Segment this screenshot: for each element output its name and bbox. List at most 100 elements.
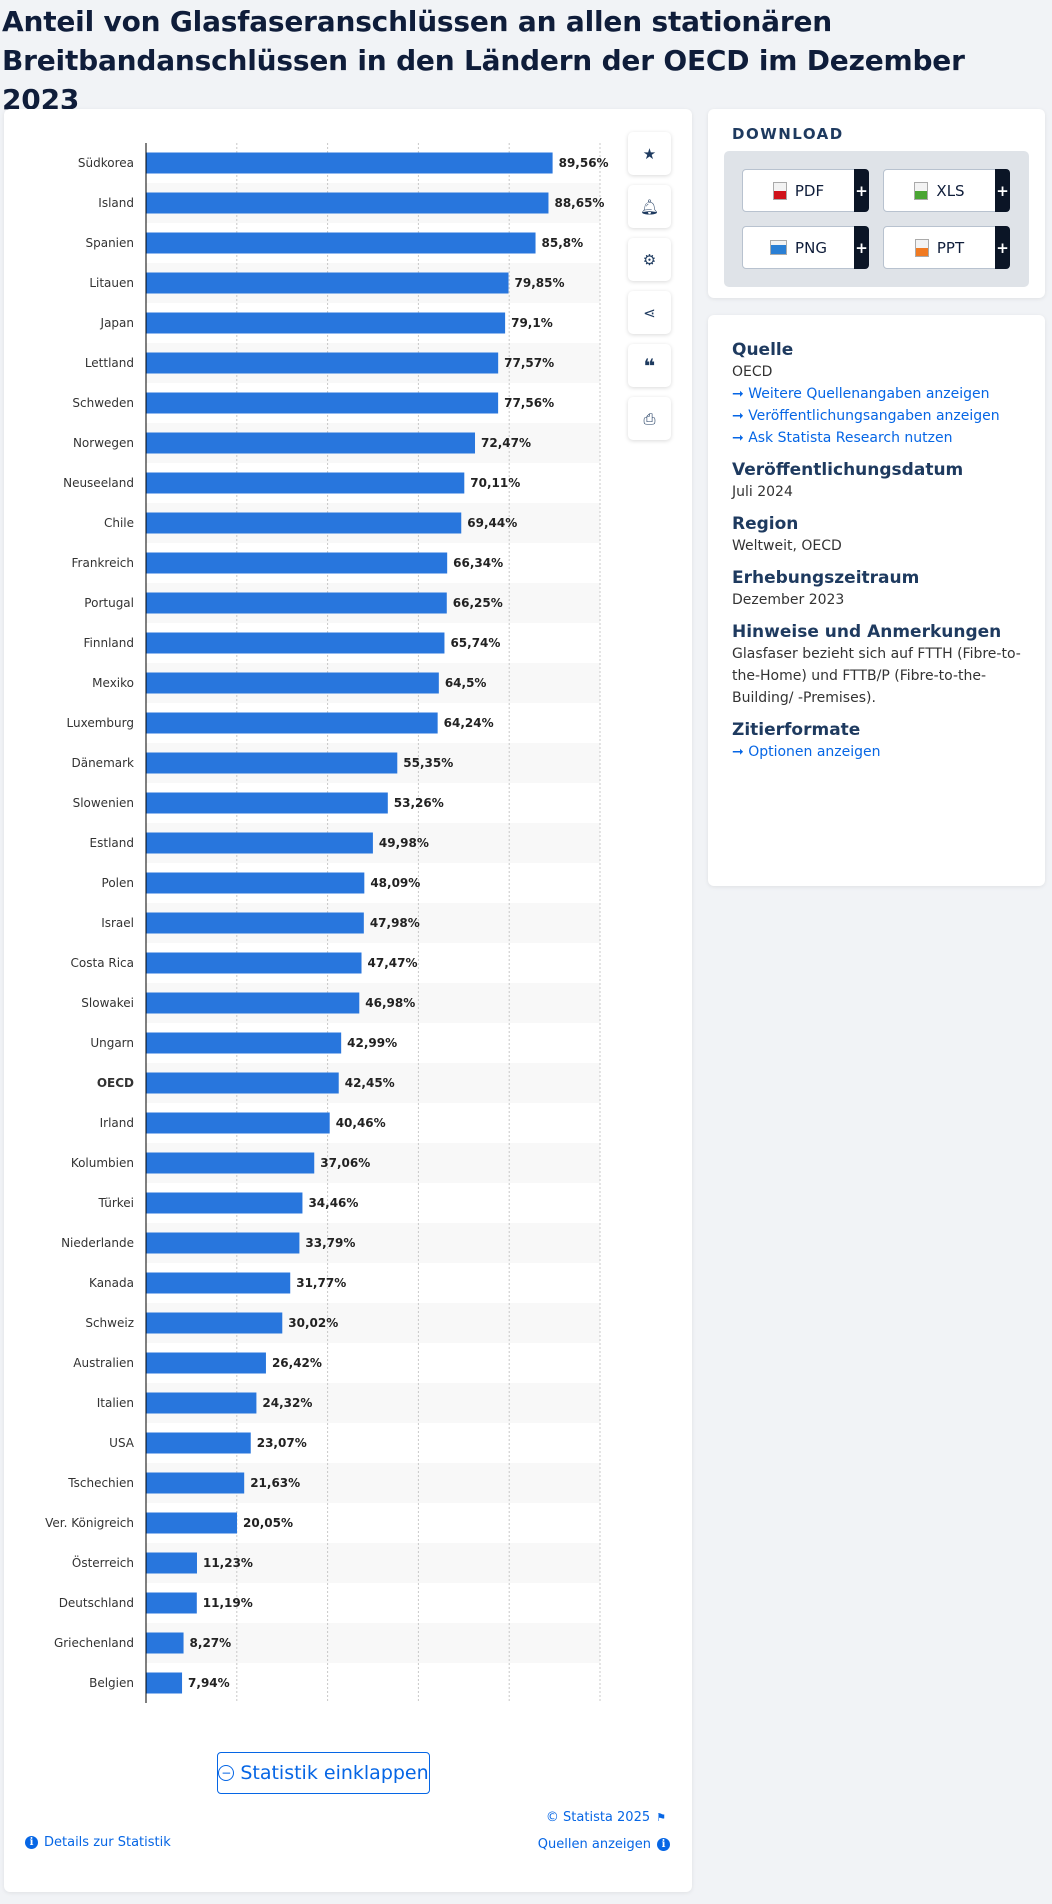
category-label: Israel bbox=[101, 916, 134, 930]
arrow-right-icon: ➞ bbox=[732, 408, 749, 424]
sources-link[interactable]: Quellen anzeigen i bbox=[538, 1837, 670, 1852]
png-plus-button[interactable]: + bbox=[854, 226, 869, 269]
star-icon: ★ bbox=[642, 144, 657, 163]
data-label: 85,8% bbox=[542, 236, 584, 250]
category-label: Südkorea bbox=[78, 156, 134, 170]
share-button[interactable]: ⋖ bbox=[628, 291, 671, 334]
xls-label: XLS bbox=[936, 181, 965, 200]
link-label: Weitere Quellenangaben anzeigen bbox=[748, 386, 990, 402]
data-label: 72,47% bbox=[481, 436, 531, 450]
xls-plus-button[interactable]: + bbox=[995, 169, 1010, 212]
download-card: DOWNLOAD PDF + XLS + PNG + PPT + bbox=[708, 109, 1045, 298]
bell-icon: 🔔︎ bbox=[639, 197, 660, 216]
data-label: 37,06% bbox=[320, 1156, 370, 1170]
bar bbox=[146, 1272, 291, 1294]
category-label: Kanada bbox=[89, 1276, 134, 1290]
category-label: Tschechien bbox=[67, 1476, 134, 1490]
download-xls-button[interactable]: XLS + bbox=[883, 169, 1010, 212]
category-label: Schweden bbox=[72, 396, 134, 410]
bar bbox=[146, 232, 536, 254]
data-label: 26,42% bbox=[272, 1356, 322, 1370]
copyright-link[interactable]: © Statista 2025 ⚑ bbox=[546, 1810, 666, 1825]
sources-link-label: Quellen anzeigen bbox=[537, 1837, 651, 1852]
region-value: Weltweit, OECD bbox=[732, 538, 842, 554]
category-label: Norwegen bbox=[73, 436, 134, 450]
pdf-plus-button[interactable]: + bbox=[854, 169, 869, 212]
category-label: OECD bbox=[97, 1076, 134, 1090]
category-label: Mexiko bbox=[92, 676, 134, 690]
bar bbox=[146, 392, 499, 414]
period-heading: Erhebungszeitraum bbox=[732, 568, 920, 588]
data-label: 24,32% bbox=[262, 1396, 312, 1410]
gear-icon: ⚙ bbox=[642, 250, 657, 269]
link-label: Optionen anzeigen bbox=[748, 744, 881, 760]
source-link-research[interactable]: ➞ Ask Statista Research nutzen bbox=[732, 427, 1021, 449]
print-button[interactable]: ⎙ bbox=[628, 397, 671, 440]
category-label: Österreich bbox=[72, 1554, 134, 1570]
data-label: 65,74% bbox=[450, 636, 500, 650]
bar bbox=[146, 552, 448, 574]
download-pdf-button[interactable]: PDF + bbox=[742, 169, 869, 212]
download-png-button[interactable]: PNG + bbox=[742, 226, 869, 269]
category-label: Ungarn bbox=[90, 1036, 134, 1050]
data-label: 7,94% bbox=[188, 1676, 230, 1690]
bar bbox=[146, 1112, 330, 1134]
bar bbox=[146, 1232, 300, 1254]
source-link-more[interactable]: ➞ Weitere Quellenangaben anzeigen bbox=[732, 383, 1021, 405]
source-link-publication[interactable]: ➞ Veröffentlichungsangaben anzeigen bbox=[732, 405, 1021, 427]
notes-value: Glasfaser bezieht sich auf FTTH (Fibre-t… bbox=[732, 646, 1021, 706]
favorite-button[interactable]: ★ bbox=[628, 132, 671, 175]
page-title: Anteil von Glasfaseranschlüssen an allen… bbox=[2, 5, 965, 116]
ppt-file-icon bbox=[914, 238, 929, 257]
bar-chart: 0%20%40%60%80%100%Anteil an den Breitban… bbox=[45, 143, 609, 1703]
data-label: 79,1% bbox=[511, 316, 553, 330]
bar bbox=[146, 952, 362, 974]
data-label: 30,02% bbox=[288, 1316, 338, 1330]
bar bbox=[146, 592, 447, 614]
category-label: Estland bbox=[90, 836, 134, 850]
collapse-statistic-button[interactable]: − Statistik einklappen bbox=[217, 1752, 430, 1794]
bar bbox=[146, 272, 509, 294]
arrow-right-icon: ➞ bbox=[732, 744, 749, 760]
data-label: 89,56% bbox=[559, 156, 609, 170]
data-label: 11,19% bbox=[203, 1596, 253, 1610]
cite-options-link[interactable]: ➞ Optionen anzeigen bbox=[732, 741, 1021, 763]
details-link[interactable]: i Details zur Statistik bbox=[25, 1835, 171, 1850]
data-label: 69,44% bbox=[467, 516, 517, 530]
bar bbox=[146, 632, 445, 654]
arrow-right-icon: ➞ bbox=[732, 386, 749, 402]
data-label: 64,5% bbox=[445, 676, 487, 690]
category-label: Italien bbox=[97, 1396, 134, 1410]
source-value: OECD bbox=[732, 364, 773, 380]
png-label: PNG bbox=[795, 238, 827, 257]
png-image-icon bbox=[770, 240, 788, 255]
ppt-plus-button[interactable]: + bbox=[995, 226, 1010, 269]
quote-icon: ❝ bbox=[643, 353, 656, 378]
pub-date-heading: Veröffentlichungsdatum bbox=[732, 460, 964, 480]
category-label: Finnland bbox=[84, 636, 134, 650]
cite-heading: Zitierformate bbox=[732, 720, 861, 740]
row-stripe bbox=[146, 1543, 600, 1583]
xls-file-icon bbox=[914, 181, 929, 200]
data-label: 77,56% bbox=[504, 396, 554, 410]
data-label: 11,23% bbox=[203, 1556, 253, 1570]
data-label: 88,65% bbox=[554, 196, 604, 210]
bar bbox=[146, 1392, 257, 1414]
download-ppt-button[interactable]: PPT + bbox=[883, 226, 1010, 269]
data-label: 66,25% bbox=[453, 596, 503, 610]
bar bbox=[146, 1152, 315, 1174]
bar bbox=[146, 872, 365, 894]
data-label: 42,99% bbox=[347, 1036, 397, 1050]
print-icon: ⎙ bbox=[643, 409, 656, 428]
category-label: Schweiz bbox=[85, 1316, 134, 1330]
bar bbox=[146, 1592, 197, 1614]
bar bbox=[146, 752, 398, 774]
category-label: Frankreich bbox=[72, 556, 134, 570]
info-card: Quelle OECD ➞ Weitere Quellenangaben anz… bbox=[708, 315, 1045, 886]
cite-button[interactable]: ❝ bbox=[628, 344, 671, 387]
source-heading: Quelle bbox=[732, 340, 794, 360]
bar bbox=[146, 312, 506, 334]
settings-button[interactable]: ⚙ bbox=[628, 238, 671, 281]
flag-icon: ⚑ bbox=[656, 1811, 666, 1824]
notification-button[interactable]: 🔔︎ bbox=[628, 185, 671, 228]
